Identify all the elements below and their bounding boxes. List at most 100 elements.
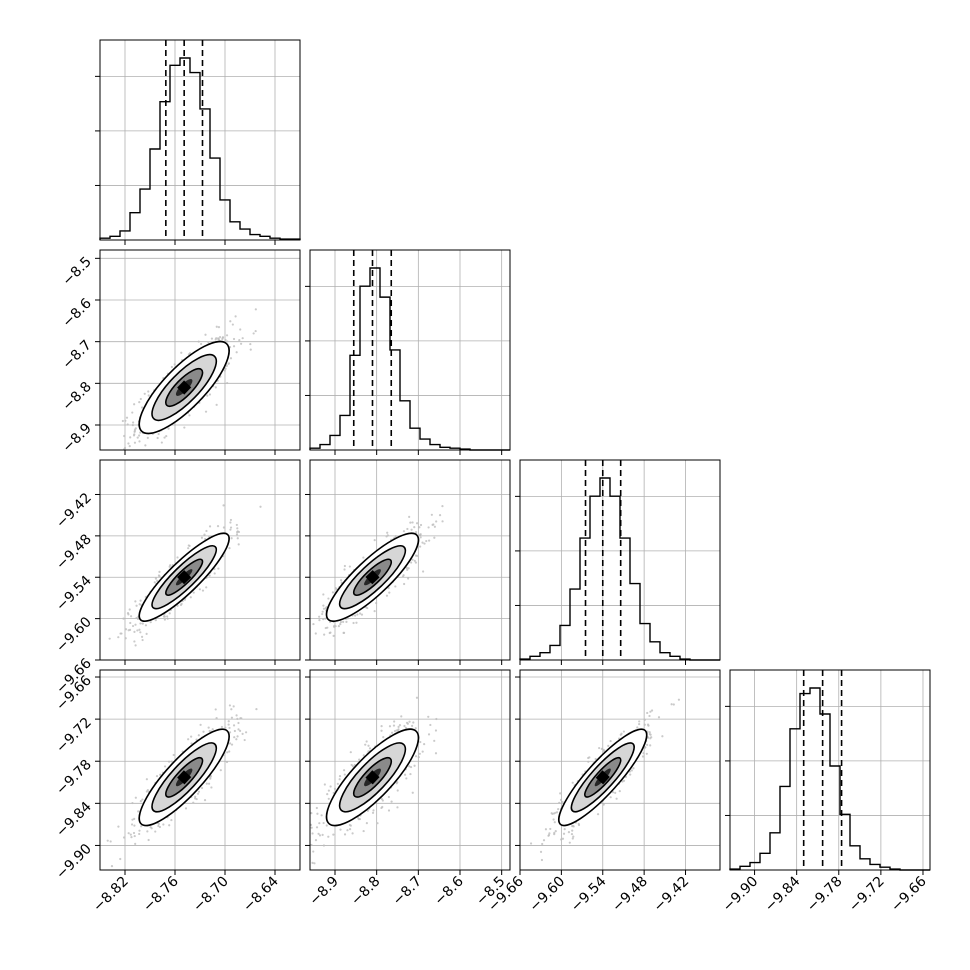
scatter-point (154, 830, 157, 833)
scatter-point (388, 591, 391, 594)
scatter-point (550, 812, 553, 815)
scatter-point (607, 744, 610, 747)
scatter-point (124, 628, 128, 631)
scatter-point (438, 514, 442, 517)
scatter-point (359, 612, 362, 615)
scatter-point (234, 315, 237, 318)
scatter-point (594, 757, 597, 761)
scatter-point (129, 833, 132, 836)
scatter-point (646, 711, 649, 715)
scatter-point (192, 591, 195, 594)
scatter-point (427, 526, 430, 529)
scatter-point (650, 736, 653, 739)
scatter-point (311, 832, 314, 835)
scatter-point (609, 739, 612, 743)
scatter-point (417, 755, 420, 759)
scatter-point (411, 724, 414, 727)
scatter-point (414, 531, 418, 534)
scatter-point (209, 775, 213, 778)
scatter-point (158, 570, 161, 573)
panel-body (106, 670, 272, 868)
scatter-point (380, 797, 383, 801)
scatter-point (229, 320, 232, 323)
scatter-point (549, 827, 552, 831)
scatter-point (312, 622, 315, 626)
scatter-point (159, 773, 162, 776)
scatter-point (649, 710, 652, 713)
scatter-point (371, 811, 375, 814)
scatter-point (629, 773, 632, 776)
scatter-point (134, 796, 137, 799)
scatter-point (227, 723, 230, 726)
scatter-point (649, 744, 652, 747)
scatter-point (224, 726, 227, 729)
scatter-point (163, 618, 166, 621)
scatter-point (192, 801, 195, 804)
scatter-point (418, 526, 421, 529)
scatter-point (548, 832, 551, 835)
scatter-point (184, 807, 188, 810)
scatter-point (135, 616, 138, 620)
scatter-point (321, 833, 324, 837)
scatter-point (404, 726, 407, 729)
scatter-point (219, 769, 222, 772)
scatter-point (187, 547, 190, 550)
scatter-point (540, 858, 544, 862)
scatter-point (173, 363, 176, 366)
panel-body (310, 696, 438, 865)
scatter-point (134, 600, 137, 603)
scatter-point (145, 778, 148, 781)
scatter-point (226, 340, 229, 343)
histogram-bars (519, 477, 720, 661)
scatter-point (387, 809, 391, 812)
scatter-point (170, 365, 173, 369)
scatter-point (138, 603, 141, 606)
scatter-point (322, 607, 326, 610)
scatter-point (235, 533, 239, 536)
scatter-point (408, 515, 411, 518)
scatter-point (409, 521, 412, 524)
scatter-point (183, 426, 186, 429)
scatter-point (249, 342, 252, 346)
scatter-point (362, 829, 365, 833)
scatter-point (408, 765, 411, 768)
scatter-point (602, 803, 605, 806)
scatter-point (390, 800, 393, 803)
scatter-point (588, 756, 591, 759)
scatter-point (215, 325, 218, 328)
scatter-point (351, 832, 354, 835)
scatter-point (208, 393, 212, 396)
scatter-point (147, 390, 150, 393)
scatter-point (311, 861, 314, 864)
scatter-point (226, 751, 229, 754)
scatter-point (236, 735, 239, 738)
scatter-point (372, 809, 375, 812)
scatter-point (131, 801, 134, 805)
scatter-point (236, 527, 239, 530)
scatter-point (225, 760, 229, 764)
scatter-point (134, 644, 137, 647)
scatter-point (619, 733, 622, 736)
scatter-point (167, 427, 170, 430)
scatter-point (136, 436, 139, 439)
scatter-point (162, 823, 165, 826)
scatter-point (117, 636, 120, 639)
scatter-point (229, 357, 233, 360)
scatter-point (352, 621, 355, 625)
scatter-point (557, 808, 560, 811)
scatter-point (638, 722, 641, 726)
scatter-point (325, 824, 328, 827)
scatter-point (169, 564, 172, 567)
scatter-point (331, 591, 335, 594)
scatter-point (327, 835, 330, 838)
scatter-point (348, 828, 352, 831)
scatter-point (215, 403, 218, 406)
scatter-point (228, 731, 232, 734)
scatter-point (134, 842, 137, 845)
scatter-point (180, 351, 183, 354)
scatter-point (381, 805, 384, 809)
scatter-point (157, 432, 160, 436)
scatter-point (133, 441, 137, 444)
scatter-point (410, 561, 413, 564)
scatter-point (133, 817, 136, 820)
